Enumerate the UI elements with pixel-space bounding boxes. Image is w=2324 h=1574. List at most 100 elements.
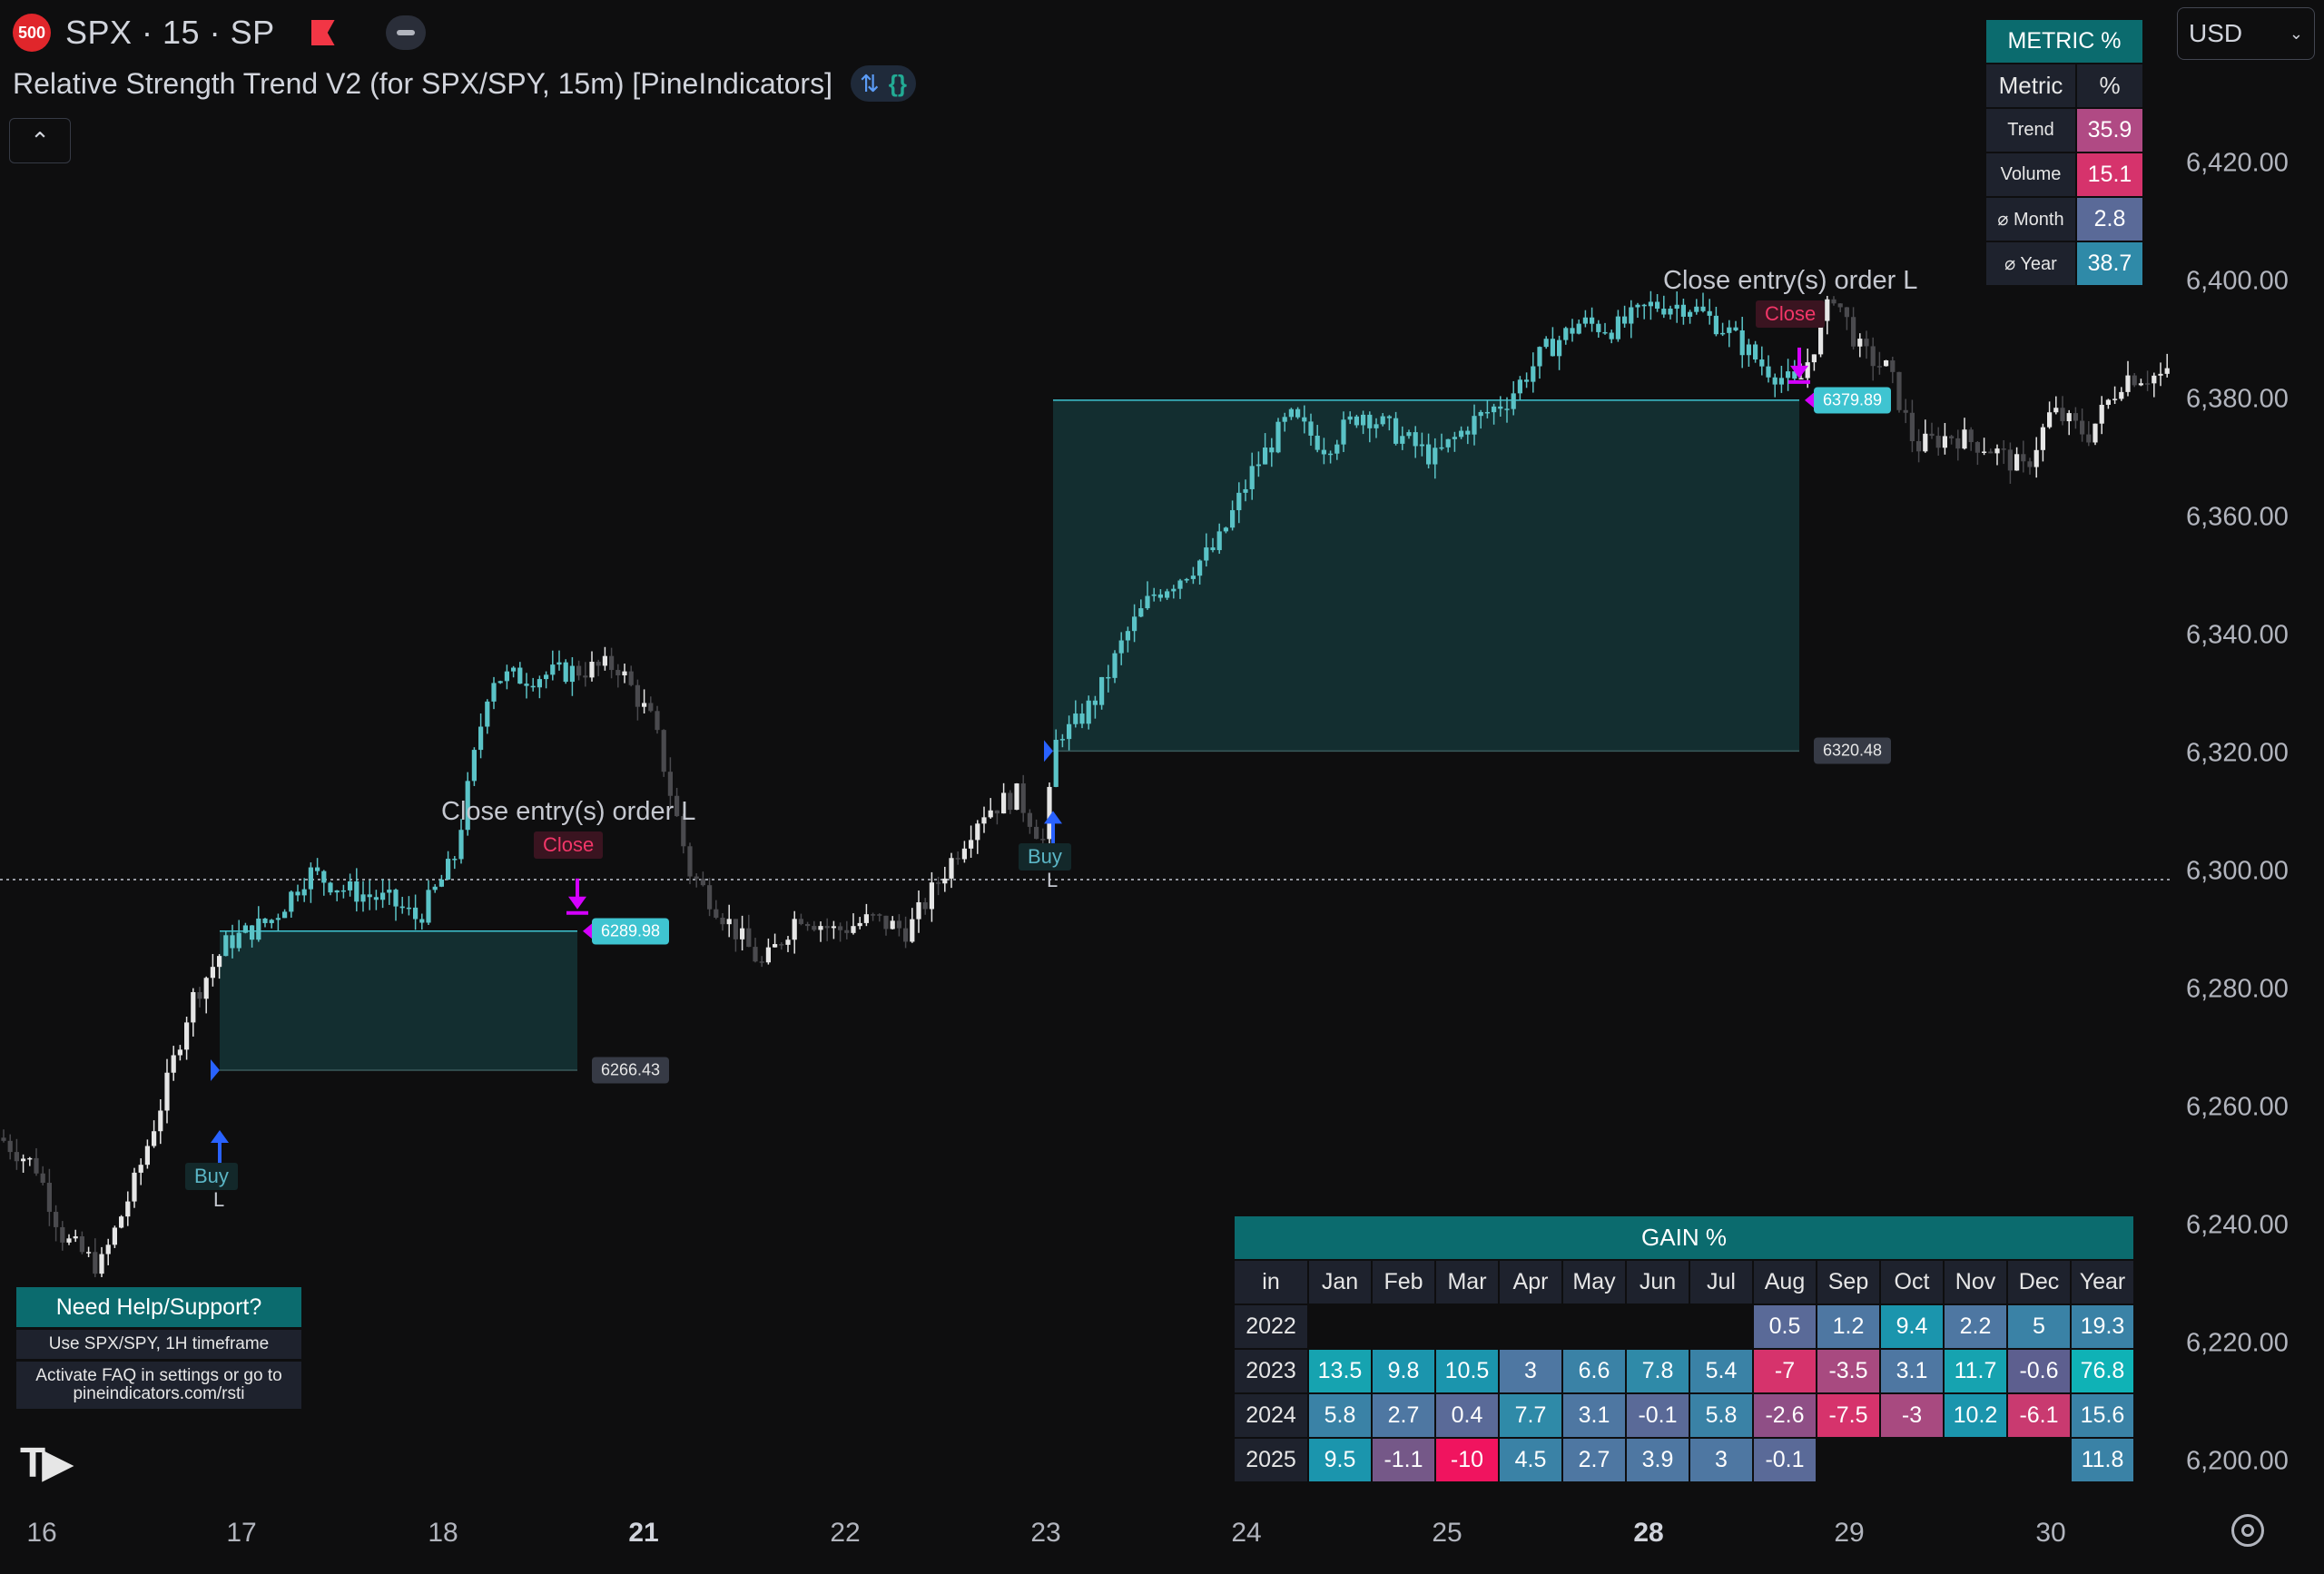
candle-body bbox=[981, 817, 987, 824]
candle-body bbox=[1896, 371, 1902, 410]
candle-body bbox=[1837, 303, 1843, 308]
candle-body bbox=[105, 1244, 111, 1254]
metric-value: 38.7 bbox=[2077, 242, 2142, 285]
candle-body bbox=[1413, 432, 1418, 447]
candle-body bbox=[1694, 306, 1699, 312]
help-title: Need Help/Support? bbox=[16, 1287, 301, 1327]
candle-body bbox=[373, 897, 379, 900]
gain-cell: 4.5 bbox=[1500, 1439, 1561, 1481]
gain-cell: 0.5 bbox=[1754, 1305, 1816, 1348]
price-tick: 6,200.00 bbox=[2186, 1446, 2289, 1476]
gain-cell: 9.5 bbox=[1309, 1439, 1371, 1481]
gain-col-header: Feb bbox=[1373, 1261, 1434, 1303]
candle-body bbox=[1792, 371, 1797, 379]
gain-cell: 3.1 bbox=[1881, 1350, 1943, 1392]
gain-cell: 76.8 bbox=[2072, 1350, 2133, 1392]
candle-body bbox=[1994, 448, 2000, 454]
price-tick: 6,280.00 bbox=[2186, 974, 2289, 1004]
candle-body bbox=[1524, 379, 1530, 382]
arrows-icon[interactable]: ⇅ bbox=[859, 69, 880, 97]
candle-body bbox=[1680, 304, 1686, 317]
date-tick: 16 bbox=[26, 1518, 57, 1548]
candle-body bbox=[1177, 580, 1183, 589]
candle-body bbox=[1059, 739, 1065, 741]
candle-body bbox=[1903, 409, 1908, 413]
indicator-title[interactable]: Relative Strength Trend V2 (for SPX/SPY,… bbox=[13, 66, 832, 100]
candle-body bbox=[537, 679, 542, 688]
exit-triangle-icon bbox=[583, 921, 594, 940]
candle-body bbox=[315, 867, 320, 871]
candle-body bbox=[1249, 466, 1255, 489]
gain-table: GAIN % in Jan Feb Mar Apr May Jun Jul Aug Sep Oct N… bbox=[1233, 1215, 2135, 1483]
gain-col-header: in bbox=[1235, 1261, 1307, 1303]
leg-label: L bbox=[213, 1187, 225, 1211]
candle-body bbox=[805, 923, 811, 927]
symbol-title[interactable]: SPX · 15 · SP bbox=[65, 14, 275, 51]
exit-price-tag: 6379.89 bbox=[1814, 387, 1892, 414]
candle-body bbox=[1302, 417, 1307, 422]
collapse-legend-button[interactable]: ⌃ bbox=[9, 118, 71, 163]
metric-row: Trend 35.9 bbox=[1986, 109, 2142, 152]
candle-body bbox=[1668, 309, 1673, 315]
candle-body bbox=[152, 1131, 157, 1146]
candle-body bbox=[1165, 591, 1170, 598]
candle-body bbox=[818, 926, 823, 930]
candle-body bbox=[1798, 378, 1804, 380]
gain-cell: 19.3 bbox=[2072, 1305, 2133, 1348]
candle-body bbox=[1942, 436, 1947, 448]
candle-body bbox=[589, 662, 595, 678]
candle-body bbox=[171, 1055, 176, 1073]
candle-body bbox=[197, 991, 202, 999]
candle-body bbox=[348, 881, 353, 890]
candle-body bbox=[354, 881, 359, 902]
candle-body bbox=[1557, 339, 1562, 357]
flag-icon[interactable] bbox=[310, 20, 335, 45]
exit-triangle-icon bbox=[1805, 390, 1816, 409]
gain-cell: 7.7 bbox=[1500, 1394, 1561, 1437]
tradingview-logo-icon[interactable]: T▶ bbox=[20, 1439, 74, 1486]
candle-body bbox=[40, 1173, 45, 1184]
help-box: Need Help/Support? Use SPX/SPY, 1H timef… bbox=[16, 1287, 301, 1409]
metric-col-header: Metric bbox=[1986, 64, 2075, 107]
gain-cell: -3.5 bbox=[1817, 1350, 1879, 1392]
candle-body bbox=[1157, 594, 1163, 598]
candle-body bbox=[1949, 436, 1955, 438]
candle-body bbox=[1772, 377, 1777, 385]
candle-body bbox=[1374, 424, 1379, 428]
candle-body bbox=[556, 662, 562, 665]
gain-cell: 3.9 bbox=[1627, 1439, 1689, 1481]
source-code-icon[interactable]: {} bbox=[888, 69, 908, 97]
candle-body bbox=[1629, 307, 1634, 324]
gain-col-header: May bbox=[1563, 1261, 1625, 1303]
candle-body bbox=[1216, 531, 1222, 551]
candle-body bbox=[1884, 360, 1889, 367]
candle-body bbox=[916, 902, 921, 920]
candle-body bbox=[1988, 451, 1994, 454]
price-chart[interactable] bbox=[0, 0, 2179, 1507]
candle-body bbox=[340, 890, 346, 892]
currency-select[interactable]: USD ⌄ bbox=[2177, 7, 2315, 60]
entry-triangle-icon bbox=[1044, 740, 1053, 762]
trade-zone bbox=[220, 930, 577, 1070]
candle-body bbox=[1759, 359, 1765, 367]
candle-body bbox=[177, 1049, 182, 1056]
candle-body bbox=[1295, 408, 1301, 418]
candle-body bbox=[2145, 383, 2151, 385]
candle-body bbox=[1034, 826, 1039, 840]
candle-body bbox=[27, 1157, 33, 1160]
chart-settings-icon[interactable] bbox=[2231, 1514, 2264, 1547]
gain-col-header: Mar bbox=[1436, 1261, 1498, 1303]
candle-body bbox=[458, 830, 464, 860]
candle-body bbox=[694, 876, 699, 880]
market-status-icon[interactable] bbox=[385, 15, 426, 50]
candle-body bbox=[21, 1158, 26, 1162]
candle-body bbox=[2112, 398, 2118, 400]
candle-body bbox=[99, 1254, 104, 1274]
candle-body bbox=[1563, 328, 1569, 340]
candle-body bbox=[687, 846, 693, 877]
gain-cell bbox=[1817, 1439, 1879, 1481]
candle-body bbox=[773, 944, 778, 948]
candle-body bbox=[1419, 444, 1424, 447]
candle-body bbox=[779, 944, 784, 946]
close-order-text: Close entry(s) order L bbox=[1663, 265, 1918, 295]
